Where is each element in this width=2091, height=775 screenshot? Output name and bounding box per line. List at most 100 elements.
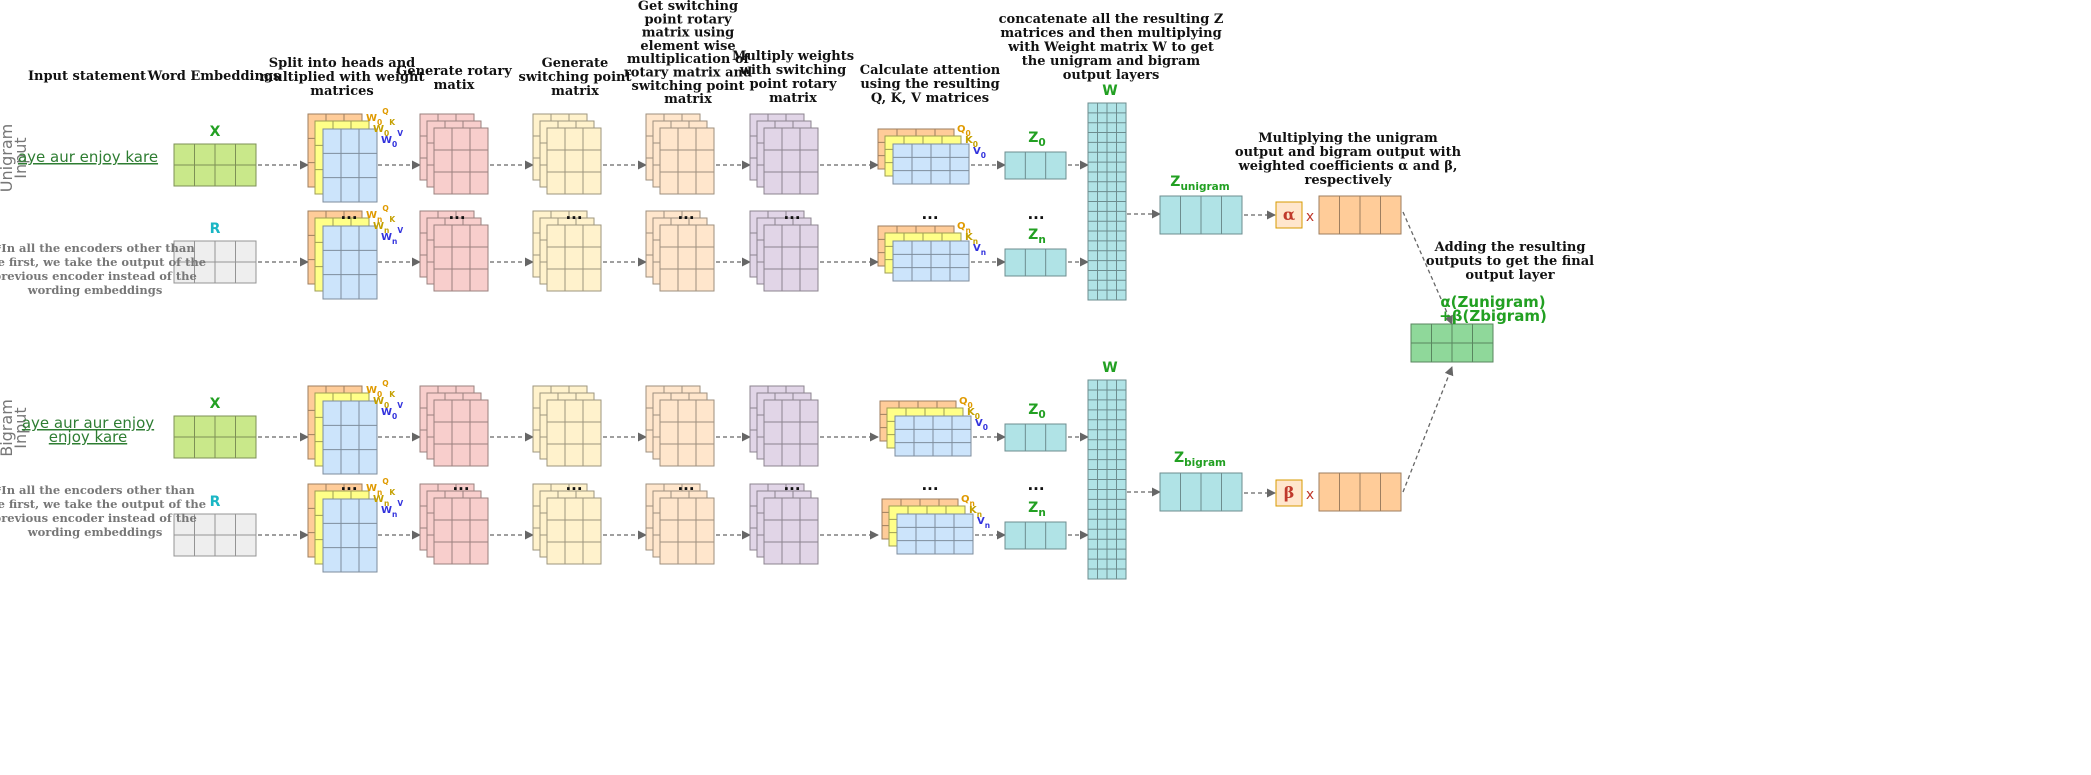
header-switching-rotary-line: Get switching [638,0,738,14]
unigram-ellipsis: ... [340,205,357,223]
side-label-unigram-line: Input [11,137,30,178]
row-unigram-0-head-weights [307,113,378,203]
row-unigram-0-k-label: K0 [965,135,978,149]
header-attention-line: Q, K, V matrices [871,91,989,106]
side-label-bigram-line: Input [11,407,30,448]
row-bigram-n-z-label: Zn [1028,500,1046,519]
header-multiply-weights-line: with switching [739,63,846,78]
row-bigram-0-wq-label: W0Q [366,379,389,399]
row-bigram-0-weights-matrix-layer [763,399,819,467]
row-unigram-0-attention-qkv [877,128,970,185]
beta-times: x [1306,487,1314,503]
row-bigram-0-switching-matrix-layer [546,399,602,467]
row-bigram-0-switching-rotary-matrix-layer [659,399,715,467]
header-switching-line: matrix [551,84,599,99]
header-switching-rotary-line: rotary matrix and [624,66,752,81]
row-bigram-n-embedding [173,513,257,557]
row-bigram-n-rotary-matrix-layer [433,497,489,565]
row-unigram-n-attention-qkv [877,225,970,282]
row-unigram-0-embedding [173,143,257,187]
unigram-ellipsis: ... [448,205,465,223]
header-word-embeddings: Word Embeddings [147,69,281,84]
bigram-ellipsis: ... [677,476,694,494]
header-adding-line: outputs to get the final [1426,254,1594,269]
header-split-heads-line: matrices [310,84,373,99]
row-bigram-0-switching-matrix [532,385,602,467]
arrow-alpha-final [1402,211,1453,325]
row-unigram-n-embedding-label: R [210,221,221,237]
row-bigram-0-embedding [173,415,257,459]
unigram-input-statement: aye aur enjoy kare [18,148,158,166]
header-switching-rotary-line: point rotary [644,12,731,27]
note-bigram-encoder-line: the first, we take the output of the [0,497,206,511]
row-bigram-n-rotary-matrix [419,483,489,565]
header-concat-line: output layers [1063,68,1160,83]
row-bigram-0-weights-matrix [749,385,819,467]
row-unigram-n-wv-label: WnV [381,226,403,246]
unigram-ellipsis: ... [783,205,800,223]
side-label-bigram-line: Bigram [0,399,16,457]
header-word-embeddings-line: Word Embeddings [147,69,281,84]
unigram-ellipsis: ... [921,205,938,223]
row-bigram-n-k-label: Kn [969,505,982,519]
unigram-ellipsis: ... [1027,205,1044,223]
row-bigram-n-attention-qkv [881,498,974,555]
row-bigram-n-wk-label: WnK [373,488,396,508]
final-output-matrix [1410,323,1494,363]
row-bigram-0-switching-rotary-matrix [645,385,715,467]
z-bigram-matrix [1159,472,1243,512]
row-unigram-0-switching-rotary-matrix-layer [659,127,715,195]
note-unigram-encoder-line: *In all the encoders other than [0,241,195,255]
header-concat: concatenate all the resulting Zmatrices … [999,12,1224,83]
row-unigram-0-weights-matrix-layer [763,127,819,195]
row-bigram-n-q-label: Qn [961,494,975,508]
row-bigram-0-z-matrix [1004,423,1067,452]
w-matrix-unigram-label: W [1102,83,1117,99]
header-switching-rotary-line: matrix using [642,26,735,41]
row-unigram-0-switching-matrix [532,113,602,195]
header-weighting-line: weighted coefficients α and β, [1238,159,1458,174]
row-bigram-n-switching-matrix-layer [546,497,602,565]
row-bigram-n-wv-label: WnV [381,499,403,519]
row-unigram-n-switching-matrix-layer [546,224,602,292]
row-bigram-0-q-label: Q0 [959,396,973,410]
header-switching-line: Generate [542,56,609,71]
header-adding-line: Adding the resulting [1434,240,1586,255]
row-unigram-n-embedding [173,240,257,284]
row-unigram-0-switching-rotary-matrix [645,113,715,195]
unigram-ellipsis: ... [565,205,582,223]
header-input-statement: Input statement [28,69,146,84]
header-split-heads-line: Split into heads and [269,56,416,71]
row-bigram-0-head-weights [307,385,378,475]
row-unigram-0-v-label: V0 [973,146,986,160]
row-unigram-0-rotary-matrix [419,113,489,195]
header-rotary-line: matix [434,78,475,93]
note-bigram-encoder-line: *In all the encoders other than [0,483,195,497]
row-unigram-n-switching-rotary-matrix [645,210,715,292]
row-bigram-0-rotary-matrix [419,385,489,467]
header-multiply-weights-line: matrix [769,91,817,106]
w-matrix-unigram [1087,102,1127,301]
header-switching-rotary-line: matrix [664,92,712,107]
header-switching-rotary-line: multiplication of [627,52,751,67]
z-unigram-label: Zunigram [1170,174,1229,193]
row-bigram-0-attention-qkv [879,400,972,457]
row-unigram-0-switching-matrix-layer [546,127,602,195]
beta-box [1275,479,1303,507]
bigram-ellipsis: ... [1027,476,1044,494]
row-unigram-n-z-label: Zn [1028,227,1046,246]
row-unigram-n-k-label: Kn [965,232,978,246]
header-attention-line: using the resulting [860,77,999,92]
row-unigram-0-wv-label: W0V [381,129,403,149]
row-unigram-0-rotary-matrix-layer [433,127,489,195]
header-weighting-line: output and bigram output with [1235,145,1462,160]
alpha-box [1275,201,1303,229]
